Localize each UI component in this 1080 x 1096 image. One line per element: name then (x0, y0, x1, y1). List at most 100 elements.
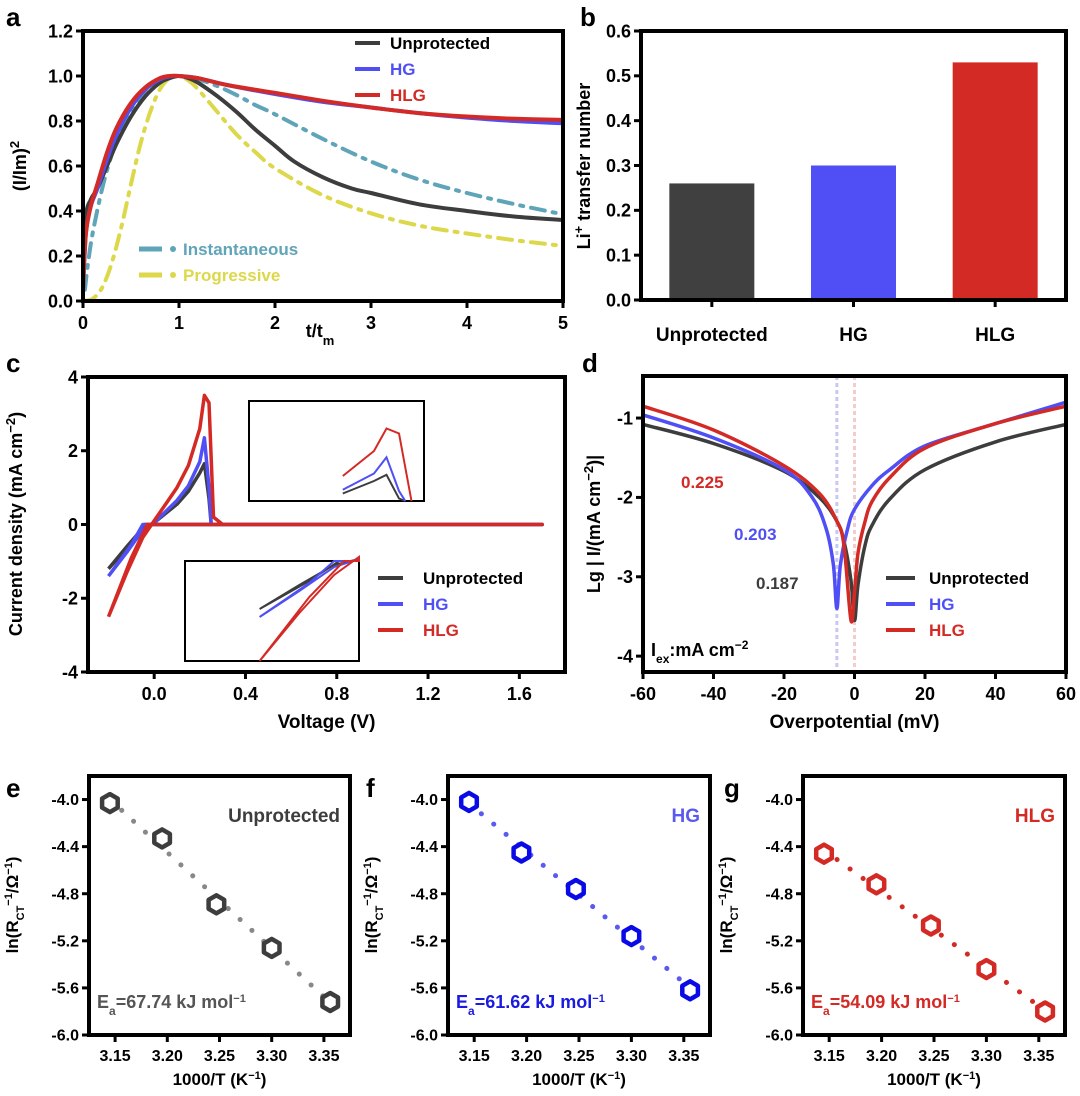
data-point (206, 893, 227, 916)
legend-label-hg: HG (423, 595, 449, 614)
data-point (152, 827, 173, 850)
inset-line-hlg (342, 427, 413, 502)
x-tick-label: 1.6 (507, 684, 532, 704)
activation-energy-label: Ea=67.74 kJ mol−1 (97, 992, 246, 1018)
data-point (920, 914, 941, 937)
y-tick-label: -1 (617, 408, 633, 428)
x-tick-label: 3.35 (1023, 1048, 1054, 1065)
y-tick-label: -4.8 (765, 886, 793, 903)
x-axis-label: 1000/T (K−1) (173, 1070, 267, 1089)
y-tick-label: -5.2 (410, 933, 438, 950)
y-tick-label: -4.4 (51, 839, 79, 856)
y-tick-label: -4.0 (51, 792, 79, 809)
y-tick-label: -4.0 (410, 792, 438, 809)
y-axis-label: ln(RCT−1/Ω−1) (3, 857, 27, 954)
y-tick-label: 0.3 (606, 156, 631, 176)
data-point (99, 791, 120, 815)
x-tick-label: 20 (915, 684, 935, 704)
x-tick-label: 3.35 (668, 1048, 699, 1065)
bar-unprotected (669, 183, 755, 300)
data-point (565, 877, 586, 901)
annotation-exchange-current: 0.187 (756, 574, 799, 593)
x-tick-label: 0.8 (324, 684, 349, 704)
panel-title: HG (672, 806, 701, 827)
legend-label-hg: HG (929, 595, 955, 614)
x-tick-label: -40 (700, 684, 726, 704)
plot-frame (81, 29, 565, 303)
x-tick-label: 0.0 (142, 684, 167, 704)
y-axis-label: Current density (mA cm−2) (3, 412, 27, 636)
x-axis-label: 1000/T (K−1) (532, 1070, 626, 1089)
x-tick-label: 5 (558, 313, 568, 333)
panel-label-c: c (6, 348, 20, 378)
data-point (261, 936, 282, 960)
x-tick-label: Unprotected (656, 325, 768, 346)
x-tick-label: 3.20 (511, 1048, 542, 1065)
legend-label-instantaneous: Instantaneous (183, 240, 298, 259)
data-point (511, 841, 532, 864)
y-tick-label: -3 (617, 567, 633, 587)
y-tick-label: -5.6 (410, 981, 438, 998)
x-axis-label: 1000/T (K−1) (887, 1070, 981, 1089)
y-tick-label: -6.0 (765, 1028, 793, 1045)
x-tick-label: 3 (366, 313, 376, 333)
fit-line (821, 847, 1048, 1013)
inset-upper (248, 400, 425, 502)
inset-line-hlg (258, 555, 360, 662)
y-tick-label: 2 (68, 441, 78, 461)
panel-a: 0.0 0.2 0.4 0.6 0.8 1.0 1.2 0 1 2 3 4 5 t/tm (I/Im)2 Un… (7, 21, 569, 347)
panel-b: Unprotected HG HLG 0.0 0.1 0.2 0.3 0.4 0.5 0.6 Li+… (571, 21, 1068, 346)
y-tick-label: 0.4 (606, 111, 631, 131)
y-tick-label: -4 (617, 646, 633, 666)
activation-energy-label: Ea=54.09 kJ mol−1 (811, 992, 960, 1018)
series-line-hlg (642, 404, 1067, 624)
series-line-instantaneous (83, 73, 563, 292)
legend-dot (170, 246, 176, 252)
data-point (320, 990, 341, 1014)
y-tick-label: -2 (617, 488, 633, 508)
x-tick-label: 3.30 (256, 1048, 287, 1065)
panel-f: -6.0 -5.6 -5.2 -4.8 -4.4 -4.0 3.15 3.20 3.25 3.30… (362, 774, 712, 1089)
y-tick-label: 0 (68, 515, 78, 535)
x-tick-label: 3.25 (918, 1048, 949, 1065)
panel-g: -6.0 -5.6 -5.2 -4.8 -4.4 -4.0 3.15 3.20 3.25 3.30… (717, 774, 1067, 1089)
y-tick-label: -2 (62, 589, 78, 609)
series-line-hlg (106, 393, 544, 618)
x-tick-label: 1 (174, 313, 184, 333)
series-line-progressive (83, 73, 563, 301)
x-tick-label: 1.2 (416, 684, 441, 704)
y-tick-label: 0.2 (606, 201, 631, 221)
fit-line (107, 796, 333, 1006)
legend-dot (170, 272, 176, 278)
x-tick-label: 0.4 (233, 684, 258, 704)
panel-e: -6.0 -5.6 -5.2 -4.8 -4.4 -4.0 3.15 3.20 3.25 3.30… (3, 774, 352, 1089)
y-tick-label: 0.1 (606, 245, 631, 265)
data-point (976, 957, 997, 981)
x-tick-label: 3.25 (204, 1048, 235, 1065)
y-tick-label: -5.2 (51, 933, 79, 950)
data-point (621, 924, 642, 948)
x-tick-label: 3.25 (563, 1048, 594, 1065)
panel-title: Unprotected (228, 806, 340, 827)
bar-hlg (952, 62, 1038, 301)
activation-energy-label: Ea=61.62 kJ mol−1 (456, 992, 605, 1018)
y-tick-label: -6.0 (410, 1028, 438, 1045)
panel-label-f: f (366, 773, 375, 803)
panel-c: -4 -2 0 2 4 0.0 0.4 0.8 1.2 1.6 Voltage (V) Current… (3, 367, 567, 733)
series-line-hg (642, 400, 1067, 611)
y-axis-label: ln(RCT−1/Ω−1) (362, 857, 386, 954)
y-tick-label: 0.0 (606, 290, 631, 310)
plot-area (83, 73, 563, 301)
y-tick-label: -5.6 (765, 981, 793, 998)
x-tick-label: 2 (270, 313, 280, 333)
x-tick-label: 3.20 (866, 1048, 897, 1065)
y-tick-label: -6.0 (51, 1028, 79, 1045)
x-tick-label: 40 (985, 684, 1005, 704)
x-tick-label: HLG (975, 325, 1015, 346)
x-axis-label: Voltage (V) (278, 712, 376, 733)
panel-title: HLG (1015, 806, 1055, 827)
series-line-hg (83, 73, 563, 292)
x-tick-label: 3.30 (616, 1048, 647, 1065)
y-tick-label: 1.2 (48, 21, 73, 41)
panel-label-b: b (580, 2, 596, 32)
